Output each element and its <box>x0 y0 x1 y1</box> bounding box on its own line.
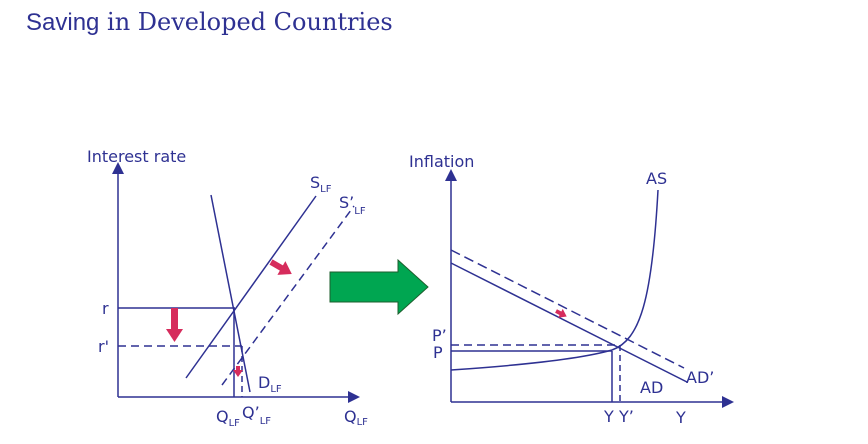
supply-label: SLF <box>310 173 332 195</box>
rate-label: r <box>102 299 109 318</box>
demand-shift-arrow <box>555 308 567 318</box>
ad-new-label: AD’ <box>686 368 714 387</box>
savings-supply-curve-shifted <box>221 205 355 386</box>
rate-new-label: r' <box>98 337 109 356</box>
savings-supply-curve <box>185 195 317 379</box>
as-label: AS <box>646 169 667 188</box>
title-part-2: in Developed Countries <box>99 8 393 36</box>
aggregate-demand-curve <box>450 262 688 383</box>
output-label: Y <box>603 407 614 426</box>
aggregate-supply-curve <box>450 189 659 371</box>
rate-fall-arrow <box>166 308 183 342</box>
loanable-funds-diagram: Interest rate QLF r r' SLF S’LF DLF QLF … <box>87 147 368 429</box>
aggregate-demand-curve-shifted <box>450 249 685 369</box>
transmission-arrow <box>329 258 429 316</box>
quantity-rise-arrow <box>233 366 243 377</box>
lf-x-axis-label: QLF <box>344 407 368 428</box>
demand-label: DLF <box>258 373 282 395</box>
investment-demand-curve <box>210 194 251 393</box>
ad-as-diagram: Inflation Y AS AD AD’ P’ P Y Y’ <box>409 152 734 427</box>
supply-shift-arrow <box>269 259 292 275</box>
supply-new-label: S’LF <box>339 193 366 217</box>
adas-y-axis-label: Inflation <box>409 152 474 171</box>
ad-label: AD <box>640 378 663 397</box>
adas-x-axis-label: Y <box>675 408 686 427</box>
output-new-label: Y’ <box>618 407 634 426</box>
quantity-new-label: Q’LF <box>242 403 271 427</box>
lf-y-axis-label: Interest rate <box>87 147 186 166</box>
slide-title: Saving in Developed Countries <box>26 8 393 37</box>
quantity-label: QLF <box>216 407 240 429</box>
price-new-label: P’ <box>432 326 447 345</box>
title-part-1: Saving <box>26 9 100 36</box>
price-label: P <box>433 343 443 362</box>
